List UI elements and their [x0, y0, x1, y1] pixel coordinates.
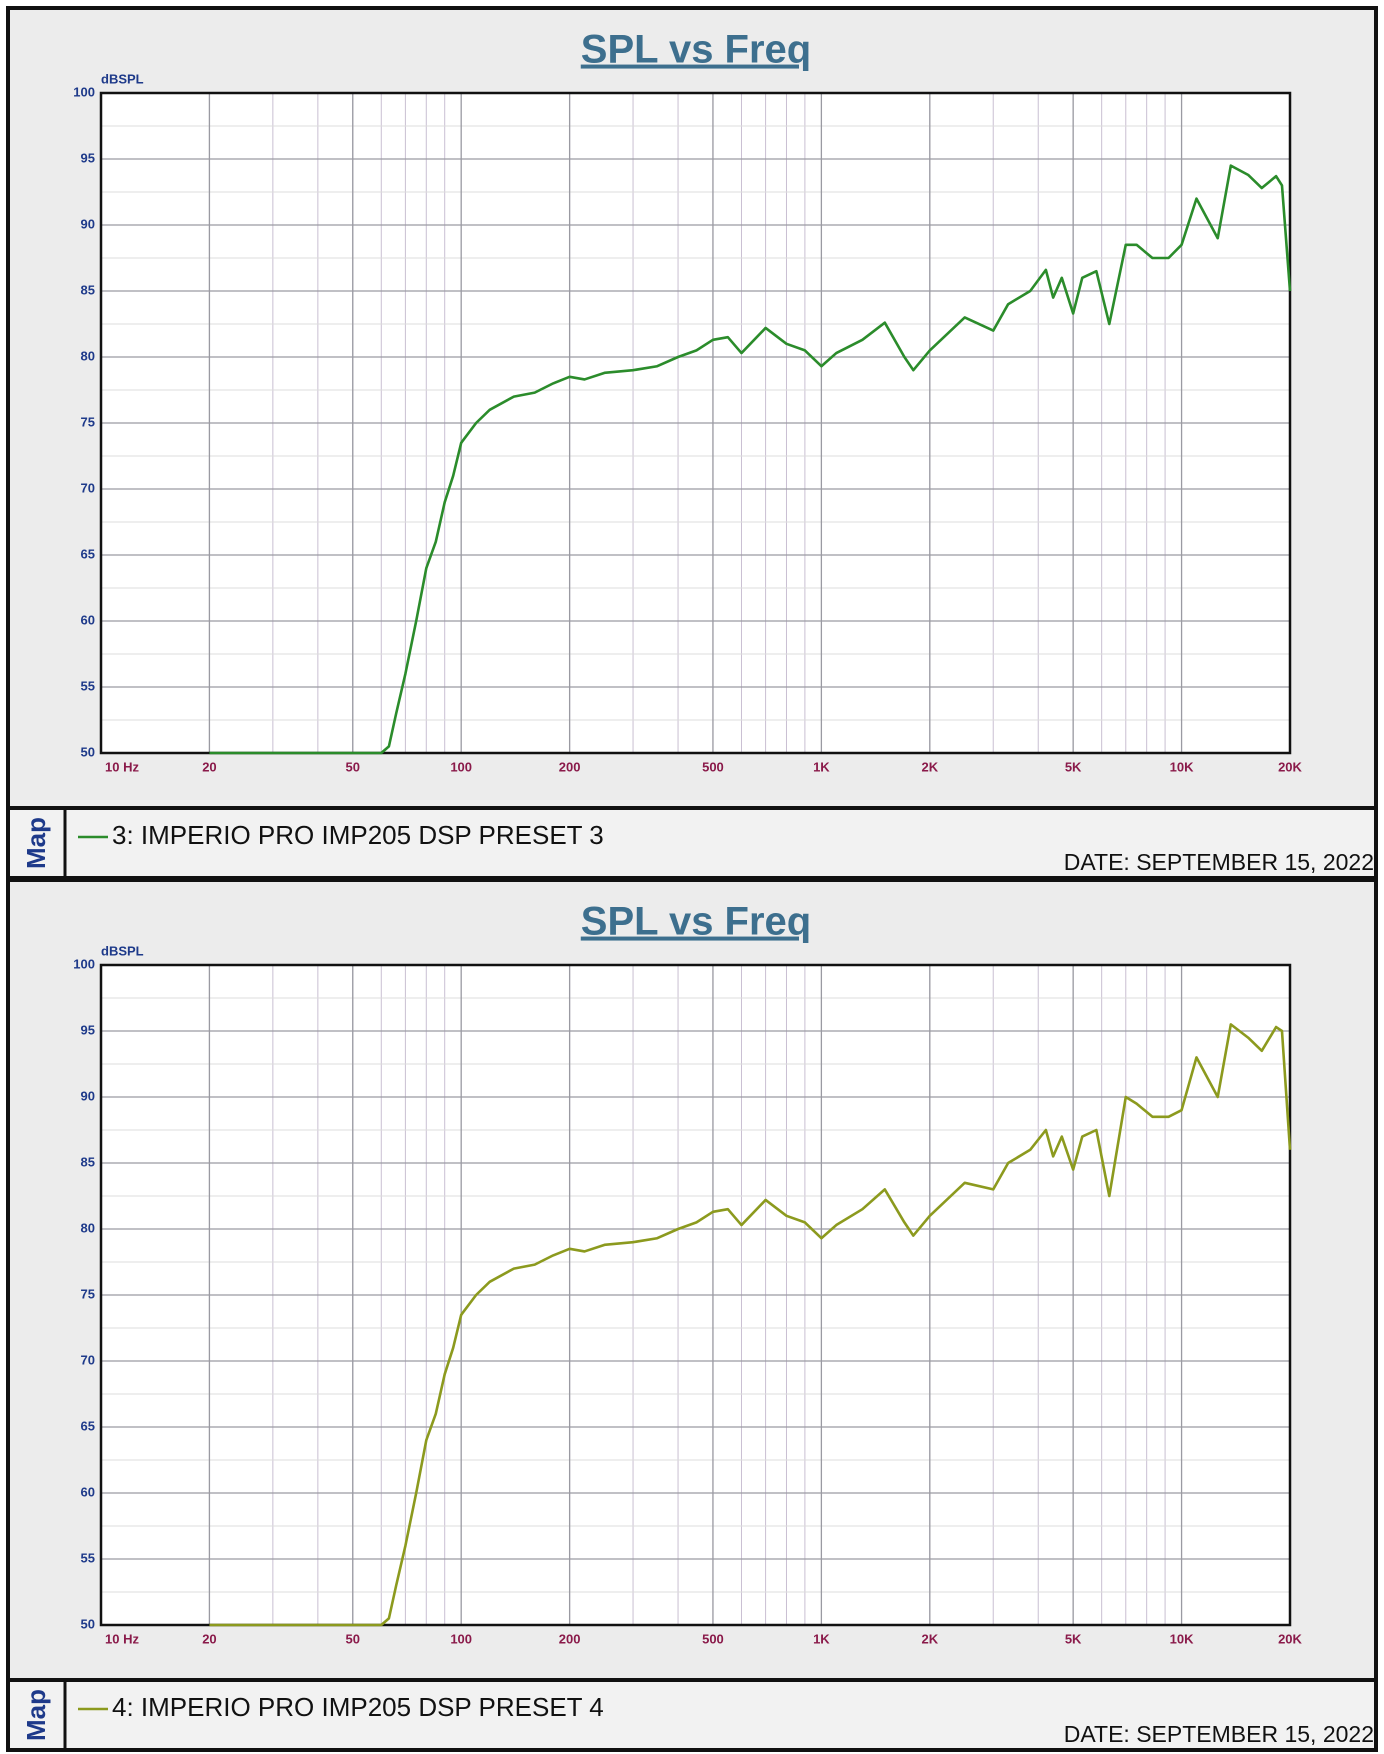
y-tick-label: 85: [81, 282, 95, 297]
x-tick-label: 2K: [921, 759, 938, 774]
y-tick-label: 90: [81, 1088, 95, 1103]
y-tick-label: 100: [73, 956, 95, 971]
x-tick-label: 2K: [921, 1631, 938, 1646]
y-tick-label: 75: [81, 414, 95, 429]
x-tick-label: 100: [450, 1631, 472, 1646]
x-tick-label: 200: [559, 759, 581, 774]
y-tick-label: 80: [81, 1220, 95, 1235]
y-tick-label: 75: [81, 1286, 95, 1301]
y-axis-label: dBSPL: [101, 71, 144, 86]
x-tick-label: 1K: [813, 1631, 830, 1646]
y-tick-label: 95: [81, 150, 95, 165]
y-tick-label: 50: [81, 1616, 95, 1631]
x-tick-label: 100: [450, 759, 472, 774]
y-tick-label: 95: [81, 1022, 95, 1037]
chart-title: SPL vs Freq: [581, 28, 811, 72]
plot-border: [99, 91, 1292, 755]
y-tick-label: 55: [81, 678, 95, 693]
y-tick-label: 55: [81, 1550, 95, 1565]
x-tick-label: 5K: [1065, 759, 1082, 774]
side-label: Map: [21, 1689, 51, 1741]
x-tick-label: 20K: [1278, 759, 1302, 774]
x-tick-label: 20K: [1278, 1631, 1302, 1646]
side-label: Map: [21, 817, 51, 869]
legend-label: 3: IMPERIO PRO IMP205 DSP PRESET 3: [112, 820, 604, 850]
legend-strip: [6, 806, 1378, 880]
y-tick-label: 90: [81, 216, 95, 231]
date-label: DATE: SEPTEMBER 15, 2022: [1064, 849, 1374, 875]
date-label: DATE: SEPTEMBER 15, 2022: [1064, 1721, 1374, 1747]
y-tick-label: 100: [73, 84, 95, 99]
y-axis-label: dBSPL: [101, 943, 144, 958]
chart-title: SPL vs Freq: [581, 900, 811, 944]
y-tick-label: 50: [81, 744, 95, 759]
series-line: [209, 164, 1292, 755]
y-tick-label: 60: [81, 612, 95, 627]
x-tick-label: 10 Hz: [105, 1631, 139, 1646]
x-tick-label: 1K: [813, 759, 830, 774]
x-tick-label: 10K: [1170, 759, 1194, 774]
legend-strip: [6, 1678, 1378, 1752]
y-tick-label: 80: [81, 348, 95, 363]
x-tick-label: 10K: [1170, 1631, 1194, 1646]
x-tick-label: 500: [702, 1631, 724, 1646]
y-tick-label: 85: [81, 1154, 95, 1169]
x-tick-label: 50: [346, 759, 360, 774]
legend-label: 4: IMPERIO PRO IMP205 DSP PRESET 4: [112, 1692, 604, 1722]
x-tick-label: 500: [702, 759, 724, 774]
x-tick-label: 5K: [1065, 1631, 1082, 1646]
y-tick-label: 70: [81, 1352, 95, 1367]
x-tick-label: 200: [559, 1631, 581, 1646]
x-tick-label: 50: [346, 1631, 360, 1646]
y-tick-label: 70: [81, 480, 95, 495]
y-tick-label: 65: [81, 546, 95, 561]
y-tick-label: 65: [81, 1418, 95, 1433]
x-tick-label: 20: [202, 1631, 216, 1646]
x-tick-label: 10 Hz: [105, 759, 139, 774]
plot-border: [99, 963, 1292, 1627]
x-tick-label: 20: [202, 759, 216, 774]
y-tick-label: 60: [81, 1484, 95, 1499]
series-line: [209, 1023, 1292, 1627]
